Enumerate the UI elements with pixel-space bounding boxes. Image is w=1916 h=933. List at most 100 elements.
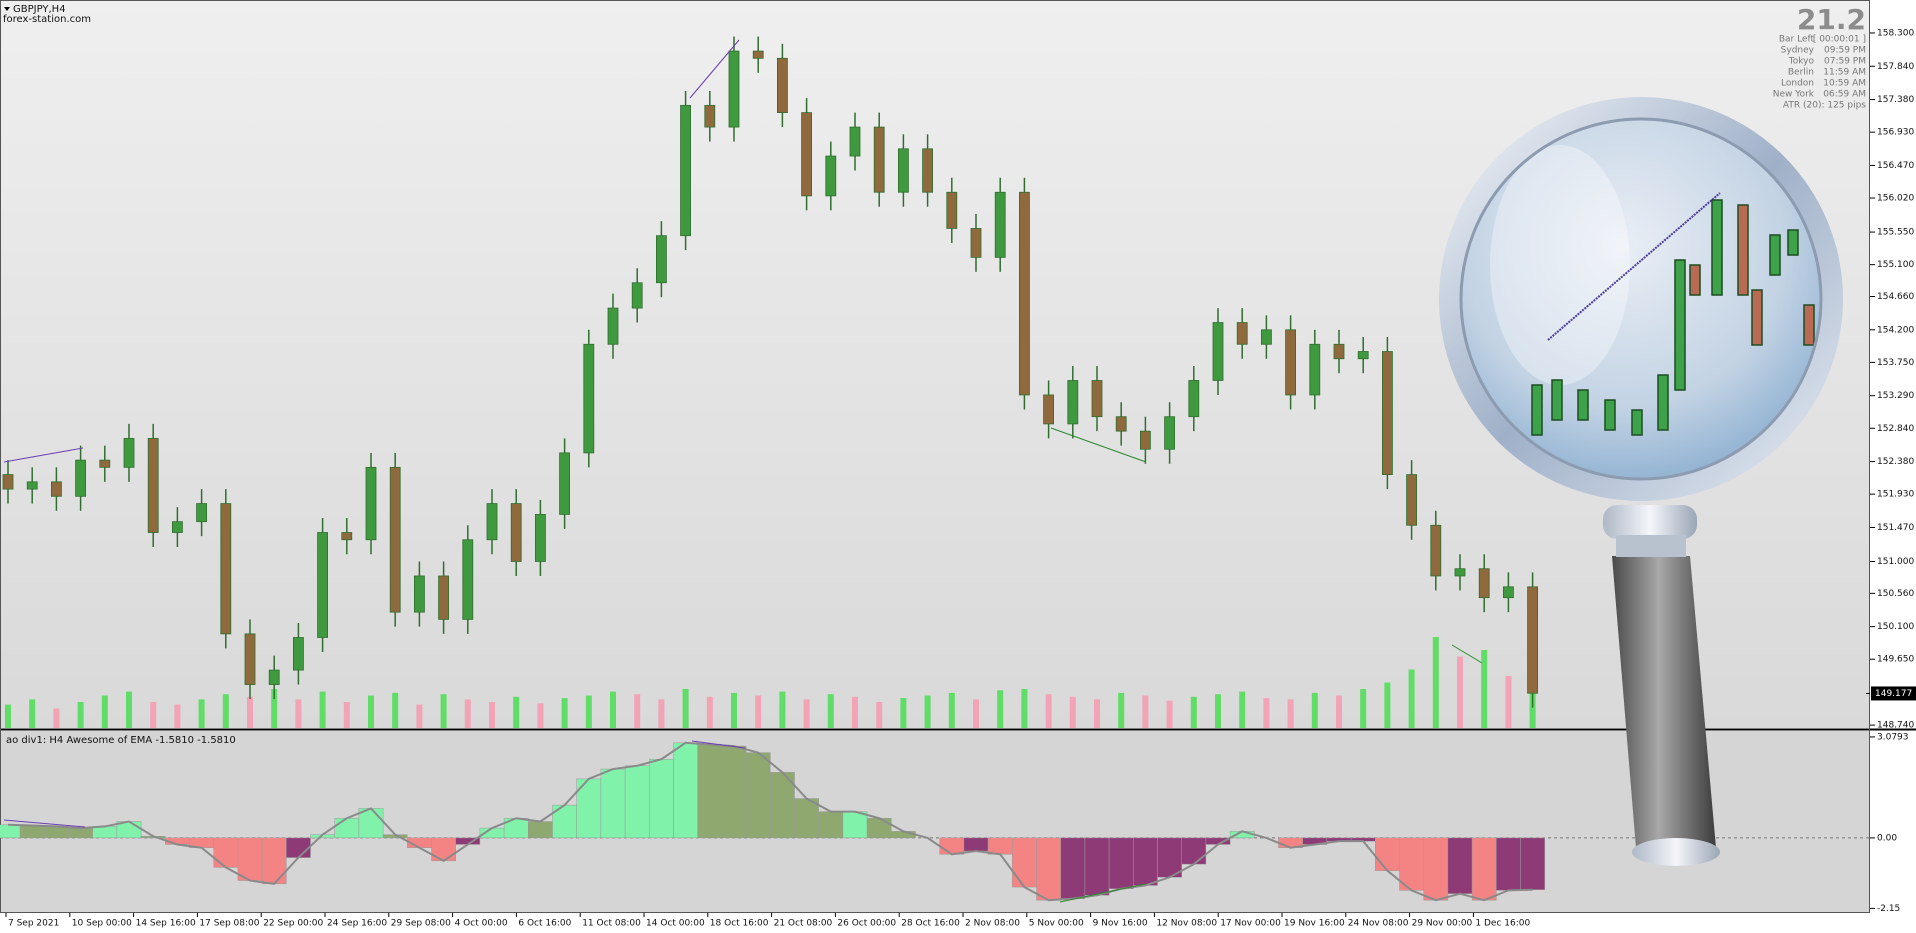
- x-tick-label: 24 Nov 08:00: [1348, 919, 1409, 929]
- candle-body: [801, 112, 812, 197]
- divergence-line: [1050, 427, 1147, 463]
- candle-body: [1164, 416, 1175, 450]
- candle-body: [922, 148, 933, 193]
- y-tick-label: 152.840: [1877, 424, 1914, 434]
- oscillator-bar: [1157, 837, 1182, 878]
- info-value: 09:59 PM: [1824, 46, 1866, 56]
- oscillator-bar: [528, 821, 553, 839]
- y-tick-label: 150.560: [1877, 589, 1914, 599]
- lens-candle: [1689, 264, 1701, 296]
- menu-arrow[interactable]: [4, 7, 10, 11]
- candle-body: [365, 466, 377, 541]
- volume-bar: [440, 694, 447, 728]
- candle-body: [849, 126, 861, 157]
- y-tick-label: 148.740: [1877, 721, 1914, 731]
- candle-body: [728, 50, 740, 128]
- oscillator-bar: [673, 742, 698, 839]
- candle-body: [317, 532, 329, 638]
- info-label: Tokyo: [1788, 57, 1815, 67]
- lens-candle: [1674, 259, 1686, 391]
- volume-bar: [101, 695, 108, 728]
- oscillator-bar: [770, 772, 795, 839]
- candle-body: [99, 459, 111, 468]
- x-tick-label: 7 Sep 2021: [8, 919, 59, 929]
- oscillator-bar: [19, 825, 45, 839]
- x-tick-label: 2 Nov 08:00: [965, 919, 1020, 929]
- oscillator-bar: [697, 744, 723, 839]
- candle-body: [341, 532, 353, 541]
- volume-bar: [247, 696, 253, 728]
- lens-glare: [1490, 145, 1630, 385]
- volume-bar: [1069, 696, 1076, 728]
- divergence-lines: [3, 39, 1483, 903]
- marks: 158.300 157.840 157.380 156.930 156.470 156.0…: [0, 28, 1916, 929]
- volume-bar: [53, 708, 60, 728]
- y-tick-label: 156.930: [1877, 128, 1914, 138]
- y-tick-label: 152.380: [1877, 457, 1914, 467]
- oscillator-bar: [1012, 837, 1037, 888]
- candle-body: [1091, 380, 1103, 418]
- volume-bar: [1408, 669, 1415, 728]
- x-tick-label: 1 Dec 16:00: [1475, 919, 1530, 929]
- oscillator-bar: [286, 837, 311, 858]
- magnifier-neck: [1603, 505, 1697, 539]
- x-tick-label: 14 Sep 16:00: [136, 919, 196, 929]
- candle-body: [220, 503, 232, 635]
- oscillator-bar: [1036, 837, 1061, 901]
- candle-body: [777, 57, 788, 113]
- candle-body: [147, 437, 159, 533]
- x-tick-label: 14 Oct 00:00: [646, 919, 705, 929]
- volume-bar: [1215, 694, 1221, 728]
- candle-body: [607, 307, 619, 345]
- oscillator-bar: [1108, 837, 1134, 889]
- volume-bar: [271, 689, 278, 728]
- volume-bar: [392, 692, 399, 728]
- site-label: forex-station.com: [3, 14, 91, 25]
- volume-bar: [610, 691, 616, 728]
- lens-candle: [1531, 384, 1543, 436]
- volume-bar: [561, 698, 568, 728]
- lens-candle: [1737, 204, 1749, 296]
- candle-body: [1261, 329, 1272, 345]
- volume-bar: [1457, 656, 1463, 728]
- volume-bar: [489, 702, 495, 728]
- candle-body: [1309, 343, 1321, 396]
- candle-body: [2, 474, 14, 490]
- x-tick-label: 17 Nov 00:00: [1220, 919, 1281, 929]
- y-tick-label: 151.000: [1877, 557, 1914, 567]
- x-tick-label: 29 Sep 08:00: [391, 919, 451, 929]
- oscillator-bar: [44, 826, 69, 839]
- lens-candle: [1769, 234, 1781, 276]
- candle-body: [1430, 524, 1442, 577]
- volume-bar: [852, 696, 858, 728]
- volume-bar: [948, 692, 955, 728]
- oscillator-bar: [649, 758, 674, 839]
- y-tick-label: 149.650: [1877, 655, 1914, 665]
- atr-label: ATR (20): 125 pips: [1783, 101, 1866, 111]
- oscillator-bar: [1133, 837, 1158, 886]
- candle-body: [1212, 322, 1224, 381]
- divergence-line: [691, 740, 746, 749]
- oscillator-bar: [1399, 837, 1424, 891]
- candle-body: [1115, 416, 1127, 432]
- candle-body: [292, 637, 304, 671]
- candle-body: [1019, 191, 1030, 396]
- oscillator-bar: [963, 837, 989, 852]
- y-tick-label: 156.020: [1877, 194, 1914, 204]
- candle-body: [1067, 380, 1079, 425]
- lens-candle: [1577, 389, 1589, 421]
- oscillator-bar: [745, 752, 771, 839]
- oscillator-bar: [842, 811, 868, 839]
- y-tick-label: 155.550: [1877, 228, 1914, 238]
- oscillator-bar: [1496, 837, 1521, 891]
- volume-bar: [1481, 650, 1488, 728]
- volume-bar: [1190, 696, 1197, 728]
- candle-body: [438, 575, 450, 620]
- divergence-line: [1059, 883, 1146, 903]
- oscillator-bar: [1060, 837, 1086, 899]
- volume-bar: [1336, 695, 1342, 728]
- divergence-line: [1451, 644, 1483, 664]
- price-axis: [1870, 0, 1916, 933]
- volume-bar: [1360, 689, 1367, 728]
- lens-rim: [1459, 117, 1823, 481]
